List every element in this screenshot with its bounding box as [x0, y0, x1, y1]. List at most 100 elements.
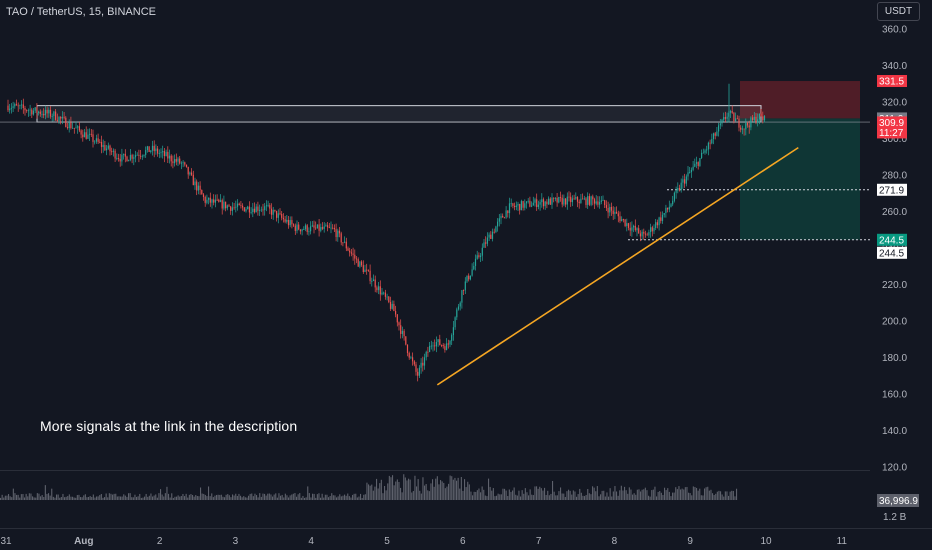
- stop-loss-zone: [740, 81, 860, 119]
- candle-body: [590, 196, 592, 205]
- volume-bar: [576, 496, 578, 500]
- candle-body: [724, 117, 726, 119]
- candle-body: [379, 286, 381, 295]
- y-tick-label: 180.0: [882, 353, 907, 364]
- candle-body: [508, 203, 511, 214]
- volume-bar: [361, 497, 363, 500]
- candle-body: [77, 126, 79, 128]
- candle-body: [585, 198, 587, 205]
- volume-bar: [140, 497, 142, 500]
- volume-bar: [217, 494, 219, 500]
- volume-bar: [532, 495, 534, 500]
- candle-body: [401, 330, 403, 334]
- volume-bar: [692, 486, 694, 500]
- candle-body: [449, 340, 451, 345]
- volume-bar: [241, 497, 243, 500]
- volume-bar: [726, 491, 728, 500]
- price-label-bg: [877, 75, 907, 88]
- volume-bar: [712, 493, 714, 500]
- volume-bar: [292, 493, 294, 500]
- volume-bar: [132, 497, 134, 500]
- candle-body: [490, 234, 492, 239]
- volume-bar: [94, 497, 96, 500]
- volume-bar: [524, 488, 526, 500]
- volume-bar: [54, 497, 56, 500]
- candle-body: [661, 214, 664, 221]
- volume-bar: [238, 493, 240, 500]
- candle-body: [599, 202, 601, 205]
- volume-bar: [344, 494, 346, 500]
- volume-bar: [563, 493, 565, 500]
- candle-body: [437, 339, 439, 343]
- candle-body: [680, 182, 682, 191]
- volume-bar: [510, 491, 512, 500]
- volume-bar: [24, 497, 26, 500]
- volume-bar: [721, 494, 723, 500]
- candle-body: [672, 200, 674, 205]
- candle-body: [563, 198, 565, 205]
- volume-bar: [89, 496, 91, 500]
- candle-body: [439, 339, 441, 345]
- candle-body: [403, 330, 405, 337]
- candle-body: [386, 296, 388, 298]
- candle-body: [736, 118, 738, 120]
- volume-bar: [260, 496, 262, 500]
- candle-body: [444, 346, 446, 351]
- candle-body: [677, 187, 679, 191]
- volume-bar: [105, 493, 107, 500]
- candle-body: [22, 104, 24, 109]
- candle-body: [316, 224, 318, 229]
- currency-button[interactable]: USDT: [877, 2, 920, 21]
- volume-bar: [152, 496, 154, 500]
- candle-body: [520, 201, 522, 211]
- candle-body: [150, 150, 152, 153]
- volume-bar: [131, 497, 133, 500]
- volume-bar: [566, 491, 568, 500]
- candle-body: [303, 229, 305, 230]
- volume-bar: [224, 497, 226, 500]
- candle-body: [361, 261, 363, 266]
- volume-bar: [78, 494, 80, 500]
- volume-bar: [33, 497, 35, 500]
- volume-bar: [496, 495, 498, 500]
- y-tick-label: 140.0: [882, 426, 907, 437]
- candle-body: [304, 225, 307, 230]
- volume-bar: [428, 491, 430, 500]
- volume-bar: [449, 475, 451, 500]
- candle-body: [544, 201, 546, 207]
- candle-body: [396, 314, 398, 323]
- volume-bar: [550, 493, 552, 500]
- candle-body: [17, 105, 19, 107]
- volume-bar: [171, 493, 173, 500]
- volume-bar: [716, 491, 718, 500]
- volume-bar: [508, 489, 510, 500]
- volume-bar: [270, 494, 272, 500]
- volume-bar: [694, 486, 696, 500]
- volume-bar: [227, 494, 229, 500]
- volume-bar: [216, 494, 218, 500]
- candle-body: [282, 217, 284, 220]
- volume-bar: [225, 494, 227, 500]
- volume-bar: [473, 491, 475, 500]
- volume-bar: [476, 490, 478, 500]
- volume-bar: [643, 489, 645, 500]
- candle-body: [172, 161, 174, 164]
- candle-body: [575, 197, 577, 199]
- candle-body: [163, 151, 165, 156]
- candle-body: [56, 119, 58, 122]
- candle-body: [534, 199, 536, 203]
- volume-bar: [200, 487, 202, 500]
- candle-body: [294, 225, 296, 231]
- price-label: 244.5: [879, 248, 904, 259]
- candle-body: [333, 228, 335, 230]
- volume-bar: [702, 495, 704, 500]
- x-tick-label: 2: [157, 536, 163, 547]
- volume-bar: [129, 493, 131, 500]
- candle-body: [157, 148, 159, 154]
- candle-body: [177, 158, 179, 162]
- candle-body: [274, 209, 276, 211]
- volume-bar: [8, 494, 10, 500]
- candle-body: [485, 242, 487, 244]
- candle-body: [542, 199, 545, 207]
